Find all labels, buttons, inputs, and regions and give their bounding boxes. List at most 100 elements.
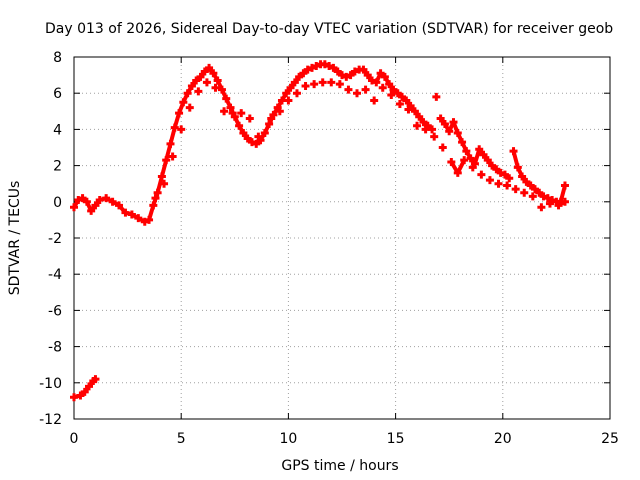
data-point <box>468 163 477 172</box>
y-tick-label: -8 <box>48 340 62 356</box>
y-tick-label: 2 <box>53 159 62 175</box>
point-trail <box>490 164 498 171</box>
point-trail <box>263 123 271 134</box>
y-tick-label: -2 <box>48 231 62 247</box>
y-tick-label: 4 <box>53 122 62 138</box>
point-trail <box>254 138 262 146</box>
point-trail <box>525 180 532 188</box>
point-trail <box>537 191 545 198</box>
point-trail <box>151 192 160 207</box>
data-point <box>353 89 362 98</box>
point-trail <box>83 385 91 394</box>
point-trail <box>516 166 524 178</box>
point-trail <box>392 88 400 95</box>
point-trail <box>293 75 301 84</box>
y-tick-label: -6 <box>48 303 62 319</box>
point-trail <box>311 64 318 70</box>
point-trail <box>159 159 169 177</box>
point-trail <box>379 71 387 79</box>
point-trail <box>73 393 81 400</box>
point-trail <box>520 175 528 184</box>
point-trail <box>473 148 482 165</box>
point-trail <box>455 132 464 143</box>
point-trail <box>542 194 549 201</box>
data-point <box>211 83 220 92</box>
point-trail <box>147 204 156 221</box>
point-trail <box>99 196 107 202</box>
data-point <box>421 125 430 134</box>
point-trail <box>336 69 344 77</box>
point-trail <box>237 124 246 135</box>
point-trail <box>349 69 357 77</box>
point-trail <box>215 79 224 91</box>
data-point <box>438 143 447 152</box>
x-tick-label: 15 <box>387 431 405 447</box>
point-trail <box>409 104 417 113</box>
point-trail <box>306 66 313 72</box>
point-trail <box>194 75 202 83</box>
point-trail <box>185 84 194 95</box>
point-trail <box>366 73 374 82</box>
point-trail <box>387 82 396 91</box>
data-point <box>537 203 546 212</box>
point-trail <box>198 70 207 79</box>
series-sdtvar <box>70 60 569 402</box>
x-tick-label: 5 <box>177 431 186 447</box>
point-trail <box>426 124 434 131</box>
data-point <box>202 78 211 87</box>
data-point <box>185 103 194 112</box>
point-trail <box>168 127 177 145</box>
x-axis-ticks: 0 5 10 15 20 25 <box>70 57 619 447</box>
data-point <box>378 83 387 92</box>
point-trail <box>547 196 553 202</box>
point-trail <box>400 95 408 102</box>
point-trail <box>477 148 486 156</box>
point-trail <box>332 66 340 74</box>
point-trail <box>558 185 567 203</box>
point-trail <box>495 167 502 175</box>
point-trail <box>246 136 254 144</box>
y-tick-label: 6 <box>53 86 62 102</box>
point-trail <box>271 106 280 116</box>
data-point <box>432 92 441 101</box>
point-trail <box>557 200 566 208</box>
x-tick-label: 10 <box>279 431 297 447</box>
data-point <box>520 188 529 197</box>
point-trail <box>481 153 490 162</box>
point-trail <box>315 62 322 68</box>
point-trail <box>92 377 97 383</box>
y-tick-label: -10 <box>39 376 62 392</box>
point-trail <box>288 81 297 90</box>
point-trail <box>324 62 330 68</box>
data-point <box>511 185 520 194</box>
data-point <box>387 91 396 100</box>
point-trail <box>89 204 98 213</box>
point-trail <box>79 390 87 397</box>
point-trail <box>241 131 250 140</box>
point-trail <box>533 187 541 195</box>
point-trail <box>551 198 558 204</box>
point-trail <box>87 379 95 388</box>
data-point <box>494 179 503 188</box>
point-trail <box>164 143 173 161</box>
point-trail <box>404 99 413 108</box>
grid-lines <box>74 57 610 419</box>
point-trail <box>302 68 309 75</box>
point-trail <box>341 73 348 79</box>
point-trail <box>181 92 190 104</box>
data-point <box>194 87 203 96</box>
point-trail <box>354 67 360 74</box>
point-trail <box>124 210 133 217</box>
point-trail <box>371 78 378 85</box>
point-trail <box>190 79 198 88</box>
data-point <box>220 107 229 116</box>
point-trail <box>464 150 473 160</box>
x-tick-label: 0 <box>70 431 79 447</box>
point-trail <box>451 121 460 134</box>
point-trail <box>258 132 267 142</box>
data-point <box>335 80 344 89</box>
y-tick-label: 0 <box>53 195 62 211</box>
y-axis-ticks: -12 -10 -8 -6 -4 -2 0 2 4 6 8 <box>39 50 610 428</box>
data-series <box>70 60 569 402</box>
